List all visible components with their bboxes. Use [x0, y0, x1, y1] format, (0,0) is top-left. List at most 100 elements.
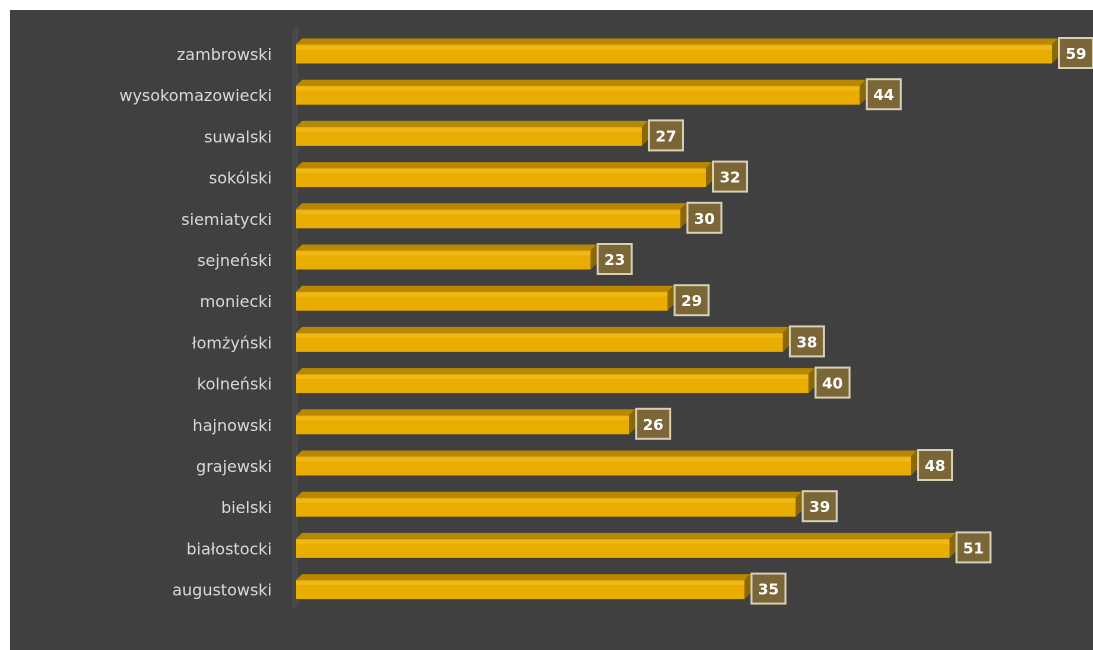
bar-side-face — [808, 368, 815, 394]
bar-top-face — [296, 79, 866, 86]
bar — [296, 285, 674, 311]
bar-top-face — [296, 120, 648, 127]
bar — [296, 162, 713, 188]
bar — [296, 244, 597, 270]
bar-top-face — [296, 285, 674, 292]
bar-top-face — [296, 203, 687, 210]
bar-top-face — [296, 450, 918, 457]
bar-top-face — [296, 532, 956, 539]
value-label-box — [788, 325, 825, 358]
category-label: moniecki — [200, 292, 272, 311]
bar-top-face — [296, 162, 713, 169]
bar — [296, 368, 815, 394]
bar — [296, 532, 956, 558]
axis-wall — [292, 25, 298, 611]
chart-panel: zambrowski 59 wysokomazowiecki 44 suwalski 27… — [10, 10, 1093, 650]
axis-layer — [292, 25, 298, 611]
category-label: suwalski — [204, 127, 272, 146]
value-label-box — [801, 490, 838, 523]
bar — [296, 450, 918, 476]
bar-top-face — [296, 574, 751, 581]
value-label-box — [1058, 37, 1093, 69]
value-label: 44 — [873, 86, 894, 104]
bar-top-face — [296, 491, 802, 498]
value-label-box — [635, 407, 672, 440]
category-label: augustowski — [172, 581, 272, 600]
value-label-box — [955, 531, 992, 564]
category-label: sokólski — [209, 169, 272, 188]
bar-top-face — [296, 368, 815, 375]
bar-side-face — [744, 574, 751, 600]
value-label-box — [814, 366, 851, 399]
bar — [296, 203, 687, 229]
bar-side-face — [949, 532, 956, 558]
bar-side-face — [667, 285, 674, 311]
value-label-box — [712, 160, 749, 193]
bar-top-face — [296, 244, 597, 251]
bar-side-face — [706, 162, 713, 188]
value-label: 35 — [758, 581, 779, 599]
value-label: 40 — [822, 375, 843, 393]
bar-top-face — [296, 409, 636, 416]
category-label: łomżyński — [192, 333, 272, 352]
bar — [296, 79, 866, 105]
bar-highlight — [296, 292, 668, 297]
value-label: 32 — [720, 169, 741, 187]
bar-side-face — [629, 409, 636, 435]
value-label: 39 — [809, 498, 830, 516]
bar-highlight — [296, 416, 630, 421]
bar-chart: zambrowski 59 wysokomazowiecki 44 suwalski 27… — [119, 25, 1093, 611]
bar-side-face — [782, 326, 789, 352]
bar-highlight — [296, 498, 796, 503]
bar-highlight — [296, 169, 707, 174]
value-label: 59 — [1066, 45, 1087, 63]
value-label: 26 — [643, 416, 664, 434]
category-label: hajnowski — [193, 416, 272, 435]
bar — [296, 491, 802, 517]
bar-highlight — [296, 251, 591, 256]
category-label: sejneński — [197, 251, 272, 270]
value-label-box — [647, 119, 684, 152]
bar-highlight — [296, 333, 783, 338]
bar-side-face — [641, 120, 648, 146]
value-label-box — [917, 449, 954, 481]
bar-side-face — [680, 203, 687, 229]
bar-side-face — [795, 491, 802, 517]
bar-highlight — [296, 210, 681, 215]
bar-highlight — [296, 539, 950, 544]
value-label: 48 — [925, 457, 946, 475]
bar — [296, 120, 648, 146]
bar-highlight — [296, 45, 1052, 50]
category-label: kolneński — [197, 375, 272, 394]
value-label-box — [865, 78, 902, 111]
bar-side-face — [911, 450, 918, 476]
bar-top-face — [296, 326, 789, 333]
bars-layer — [296, 38, 1058, 600]
bar-highlight — [296, 457, 912, 462]
labels-layer: zambrowski 59 wysokomazowiecki 44 suwalski 27… — [119, 37, 1093, 605]
bar-highlight — [296, 581, 745, 586]
bar-highlight — [296, 86, 860, 91]
value-label: 27 — [656, 127, 677, 145]
category-label: zambrowski — [177, 45, 272, 64]
bar-highlight — [296, 375, 809, 380]
value-label: 23 — [604, 251, 625, 269]
bar — [296, 574, 751, 600]
value-label: 29 — [681, 292, 702, 310]
value-label: 38 — [796, 333, 817, 351]
value-label-box — [686, 201, 723, 234]
bar — [296, 409, 636, 435]
category-label: bielski — [221, 498, 272, 517]
bar — [296, 326, 789, 352]
bar-side-face — [590, 244, 597, 270]
category-label: siemiatycki — [181, 210, 272, 229]
value-label-box — [596, 243, 633, 275]
value-label-box — [750, 572, 787, 605]
bar-side-face — [859, 79, 866, 105]
value-label-box — [673, 284, 710, 317]
value-label: 51 — [963, 539, 984, 557]
value-label: 30 — [694, 210, 715, 228]
category-label: grajewski — [196, 457, 272, 476]
category-label: białostocki — [186, 539, 272, 558]
bar — [296, 38, 1058, 64]
